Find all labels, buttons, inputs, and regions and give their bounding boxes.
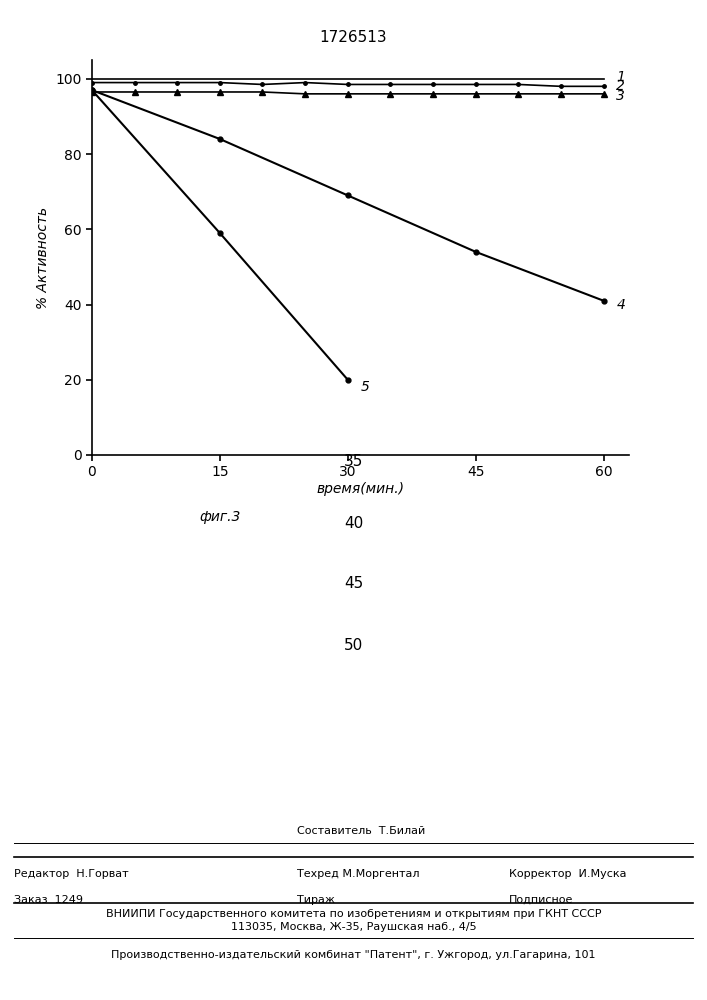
Text: Тираж: Тираж: [297, 895, 335, 905]
Text: 1: 1: [617, 70, 625, 84]
Text: 1726513: 1726513: [320, 30, 387, 45]
Text: Производственно-издательский комбинат "Патент", г. Ужгород, ул.Гагарина, 101: Производственно-издательский комбинат "П…: [111, 950, 596, 960]
Text: 35: 35: [344, 454, 363, 470]
Text: 2: 2: [617, 79, 625, 93]
Text: 113035, Москва, Ж-35, Раушская наб., 4/5: 113035, Москва, Ж-35, Раушская наб., 4/5: [230, 922, 477, 932]
Text: 5: 5: [361, 380, 370, 394]
X-axis label: время(мин.): время(мин.): [317, 482, 404, 496]
Text: Составитель  Т.Билай: Составитель Т.Билай: [297, 826, 425, 836]
Text: Корректор  И.Муска: Корректор И.Муска: [509, 869, 626, 879]
Text: Заказ  1249: Заказ 1249: [14, 895, 83, 905]
Text: 45: 45: [344, 576, 363, 591]
Text: Подписное: Подписное: [509, 895, 573, 905]
Text: Редактор  Н.Горват: Редактор Н.Горват: [14, 869, 129, 879]
Text: ВНИИПИ Государственного комитета по изобретениям и открытиям при ГКНТ СССР: ВНИИПИ Государственного комитета по изоб…: [106, 909, 601, 919]
Text: 4: 4: [617, 298, 625, 312]
Y-axis label: % Активность: % Активность: [35, 206, 49, 309]
Text: 3: 3: [617, 89, 625, 103]
Text: Техред М.Моргентал: Техред М.Моргентал: [297, 869, 419, 879]
Text: 50: 50: [344, 638, 363, 652]
Text: фиг.3: фиг.3: [199, 510, 240, 524]
Text: 40: 40: [344, 516, 363, 530]
